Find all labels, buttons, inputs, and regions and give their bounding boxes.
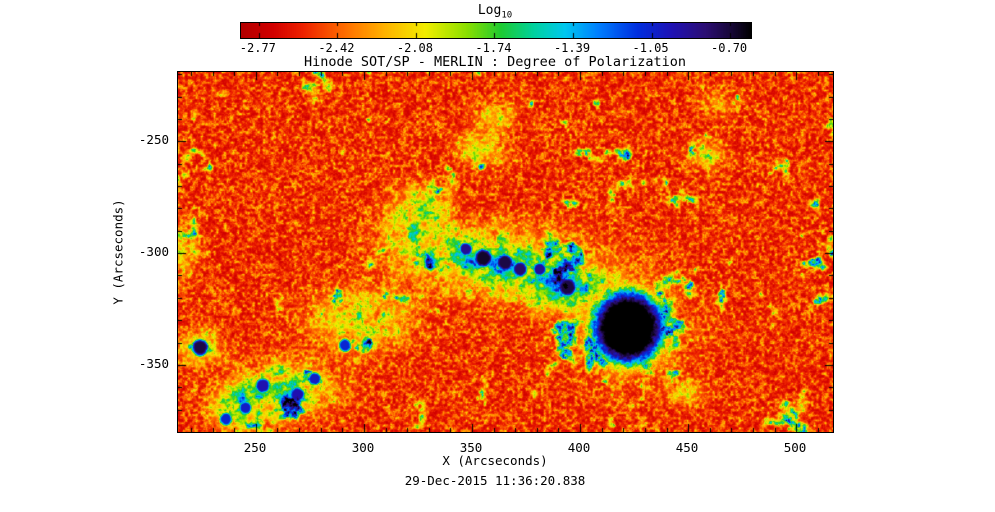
colorbar-tick-label: -1.39	[553, 41, 591, 55]
y-axis-tick-label: -250	[138, 132, 169, 147]
colorbar-tick-label: -2.42	[318, 41, 355, 55]
y-axis-tick-label: -350	[138, 356, 169, 371]
x-axis-tick-label: 350	[459, 440, 483, 455]
heatmap-canvas	[178, 72, 833, 432]
x-axis-title: X (Arcseconds)	[442, 453, 548, 468]
x-axis-tick-label: 250	[243, 440, 267, 455]
plot-title: Hinode SOT/SP - MERLIN : Degree of Polar…	[303, 54, 686, 70]
x-axis-tick-label: 300	[351, 440, 375, 455]
colorbar-title-text: Log	[477, 3, 502, 18]
timestamp-caption: 29-Dec-2015 11:36:20.838	[404, 473, 586, 488]
x-axis-tick-label: 400	[567, 440, 591, 455]
colorbar-tick-label: -2.08	[396, 41, 433, 55]
plot-area	[177, 71, 834, 433]
colorbar-title: Log10	[0, 3, 990, 21]
colorbar	[240, 22, 752, 39]
colorbar-tick-label: -1.05	[632, 41, 669, 55]
x-axis-tick-label: 500	[783, 440, 807, 455]
colorbar-tick-label: -0.70	[711, 41, 748, 55]
colorbar-tick-label: -1.74	[475, 41, 512, 55]
y-axis-tick-label: -300	[138, 244, 169, 259]
colorbar-gradient-canvas	[241, 23, 751, 38]
colorbar-tick-label: -2.77	[239, 41, 276, 55]
colorbar-title-subscript: 10	[501, 10, 513, 21]
x-axis-tick-label: 450	[675, 440, 699, 455]
